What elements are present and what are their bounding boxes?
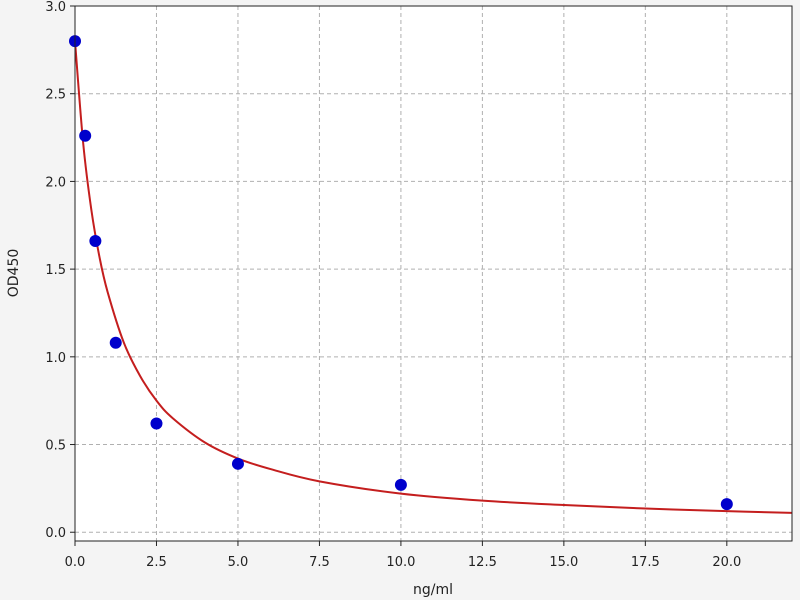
y-tick-label: 1.0 bbox=[45, 351, 66, 366]
x-tick-label: 17.5 bbox=[631, 555, 660, 570]
y-tick-label: 0.0 bbox=[45, 526, 66, 541]
x-tick-label: 5.0 bbox=[228, 555, 249, 570]
x-tick-label: 0.0 bbox=[65, 555, 86, 570]
x-tick-label: 20.0 bbox=[712, 555, 741, 570]
data-point bbox=[394, 478, 407, 491]
x-tick-label: 2.5 bbox=[146, 555, 167, 570]
x-tick-label: 7.5 bbox=[309, 555, 330, 570]
grid bbox=[75, 6, 792, 541]
data-point bbox=[79, 129, 92, 142]
x-axis-ticks: 0.0 2.5 5.0 7.5 10.0 12.5 15.0 17.5 20.0 bbox=[65, 541, 741, 570]
y-tick-label: 0.5 bbox=[45, 439, 66, 454]
y-axis-label: OD450 bbox=[6, 249, 22, 298]
y-tick-label: 2.0 bbox=[45, 175, 66, 190]
data-point bbox=[109, 336, 122, 349]
x-tick-label: 12.5 bbox=[468, 555, 497, 570]
x-tick-label: 10.0 bbox=[386, 555, 415, 570]
data-point bbox=[720, 498, 733, 511]
data-points-layer bbox=[69, 35, 733, 511]
data-point bbox=[150, 417, 163, 430]
y-axis-ticks: 0.0 0.5 1.0 1.5 2.0 2.5 3.0 bbox=[45, 0, 75, 541]
plot-area bbox=[75, 6, 792, 541]
fit-curve-line bbox=[74, 41, 793, 514]
x-axis-label: ng/ml bbox=[413, 582, 453, 598]
plot-frame bbox=[74, 5, 793, 542]
data-point bbox=[231, 457, 244, 470]
fit-curve-layer bbox=[74, 41, 793, 514]
y-tick-label: 1.5 bbox=[45, 263, 66, 278]
data-point bbox=[89, 235, 102, 248]
y-tick-label: 3.0 bbox=[45, 0, 66, 15]
x-tick-label: 15.0 bbox=[549, 555, 578, 570]
y-tick-label: 2.5 bbox=[45, 88, 66, 103]
